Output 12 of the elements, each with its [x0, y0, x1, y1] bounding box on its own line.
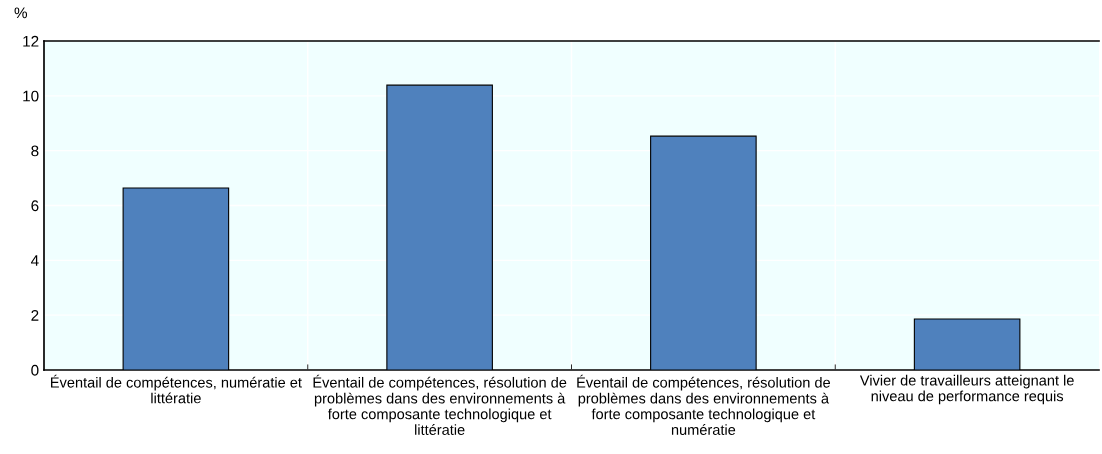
y-tick-label: 10 [23, 90, 39, 102]
y-tick-label: 2 [31, 310, 39, 321]
y-tick-label: 4 [30, 255, 39, 266]
y-tick-label: 12 [23, 35, 39, 47]
x-tick-label: Éventail de compétences, résolution de problèmes dans des environnements à forte composante technologique et numératie [577, 374, 831, 435]
y-tick-label: 6 [31, 200, 39, 212]
x-tick-label: Éventail de compétences, résolution de problèmes dans des environnements à forte composante technologique et littératie [313, 374, 567, 435]
y-axis-title: % [14, 7, 28, 19]
x-tick-label: Éventail de compétences, numératie et littératie [51, 374, 302, 404]
y-tick-label: 8 [31, 145, 39, 157]
x-tick-label: Vivier de travailleurs atteignant le niveau de performance requis [859, 374, 1074, 405]
y-tick-label: 0 [31, 364, 39, 376]
